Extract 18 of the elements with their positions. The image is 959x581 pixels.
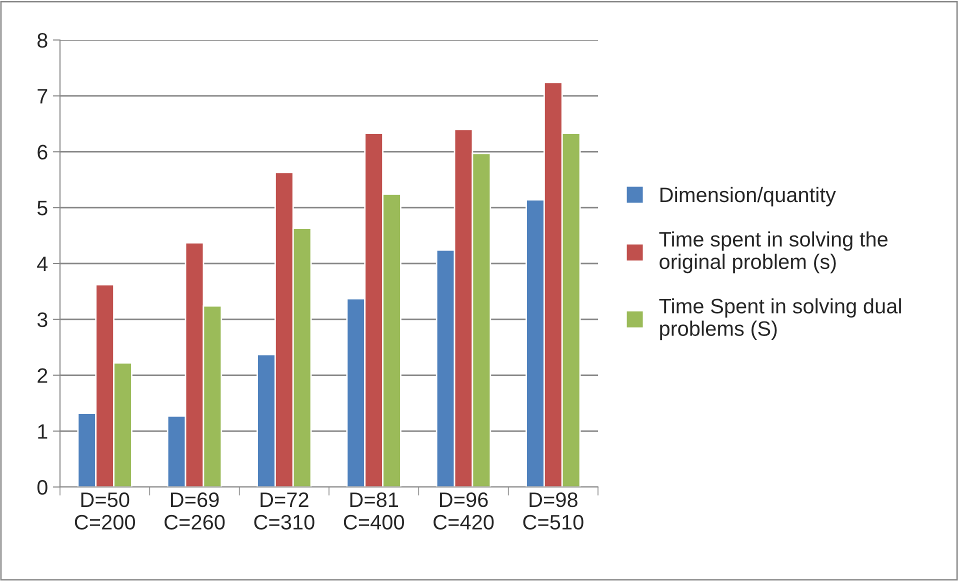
y-tick-label: 8: [38, 33, 48, 48]
y-tick-label: 1: [38, 424, 48, 439]
y-tick-label: 6: [38, 144, 48, 160]
x-tick-label: D=50 C=200: [74, 492, 136, 530]
y-tick-label: 7: [38, 89, 48, 104]
y-tick-label: 2: [38, 368, 48, 383]
x-tick-label: D=98 C=510: [523, 492, 584, 530]
legend-label: Time Spent in solving dual problems (S): [659, 298, 901, 340]
legend-label: Time spent in solving the original problem (s): [659, 231, 888, 274]
y-tick-label: 5: [37, 200, 48, 216]
x-tick-label: D=72 C=310: [254, 492, 314, 530]
y-tick-label: 3: [37, 312, 48, 328]
x-tick-label: D=96 C=420: [434, 492, 494, 530]
legend-label: Dimension/quantity: [660, 186, 836, 206]
y-tick-label: 4: [37, 256, 48, 272]
x-tick-label: D=69 C=260: [164, 492, 225, 530]
y-tick-label: 0: [37, 480, 48, 495]
x-tick-label: D=81 C=400: [344, 492, 404, 530]
